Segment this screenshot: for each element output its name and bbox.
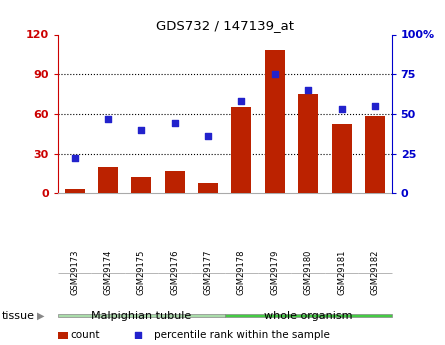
Bar	[265, 50, 285, 193]
Text: GSM29175: GSM29175	[137, 250, 146, 295]
Text: count: count	[70, 331, 100, 340]
Text: GSM29180: GSM29180	[303, 250, 313, 295]
Text: percentile rank within the sample: percentile rank within the sample	[154, 331, 329, 340]
Bar	[231, 107, 251, 193]
Point	[171, 121, 178, 126]
Bar	[165, 171, 185, 193]
Text: Malpighian tubule: Malpighian tubule	[91, 311, 191, 321]
Bar	[98, 167, 118, 193]
Point	[305, 87, 312, 93]
Text: GSM29181: GSM29181	[337, 250, 346, 295]
Text: GSM29179: GSM29179	[270, 250, 279, 295]
Point	[71, 156, 78, 161]
Bar	[65, 189, 85, 193]
Text: tissue: tissue	[2, 311, 35, 321]
Point	[271, 71, 279, 77]
Text: GSM29176: GSM29176	[170, 250, 179, 295]
Point	[105, 116, 112, 121]
Text: GSM29182: GSM29182	[370, 250, 380, 295]
Bar	[332, 125, 352, 193]
Point	[372, 103, 379, 109]
Title: GDS732 / 147139_at: GDS732 / 147139_at	[156, 19, 294, 32]
Text: whole organism: whole organism	[264, 311, 352, 321]
Bar	[131, 177, 151, 193]
Point	[134, 332, 142, 337]
Text: ▶: ▶	[37, 311, 44, 321]
Text: GSM29173: GSM29173	[70, 250, 79, 295]
Point	[338, 106, 345, 112]
Point	[138, 127, 145, 132]
Text: GSM29178: GSM29178	[237, 250, 246, 295]
Text: GSM29177: GSM29177	[203, 250, 213, 295]
Point	[205, 133, 212, 139]
Text: GSM29174: GSM29174	[103, 250, 113, 295]
Bar	[365, 117, 385, 193]
Bar	[298, 94, 318, 193]
Bar	[198, 183, 218, 193]
Point	[238, 98, 245, 104]
